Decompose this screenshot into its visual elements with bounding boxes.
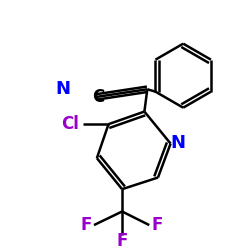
Text: F: F [80,216,92,234]
Text: F: F [151,216,163,234]
Text: F: F [116,232,128,250]
Text: C: C [92,88,104,106]
Text: N: N [170,134,185,152]
Text: N: N [56,80,70,98]
Text: Cl: Cl [61,115,79,133]
